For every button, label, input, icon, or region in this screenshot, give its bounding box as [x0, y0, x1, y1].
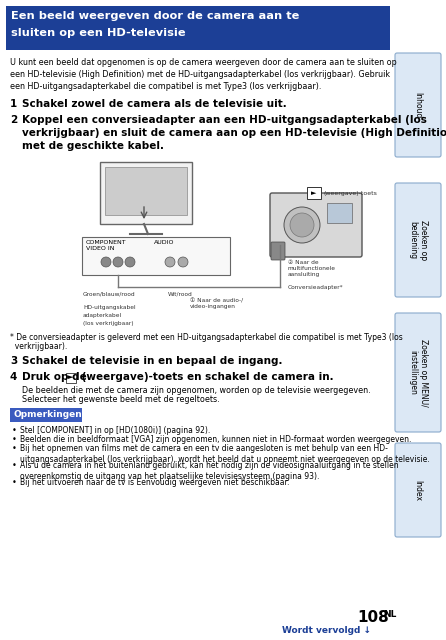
Text: verkrijgbaar).: verkrijgbaar).	[10, 342, 67, 351]
Text: •: •	[12, 478, 17, 487]
Text: 2: 2	[10, 115, 17, 125]
FancyBboxPatch shape	[100, 162, 192, 224]
FancyBboxPatch shape	[66, 372, 76, 383]
Text: sluiten op een HD-televisie: sluiten op een HD-televisie	[11, 28, 186, 38]
Text: verkrijgbaar) en sluit de camera aan op een HD-televisie (High Definition): verkrijgbaar) en sluit de camera aan op …	[22, 128, 446, 138]
Text: Conversieadapter*: Conversieadapter*	[288, 285, 343, 290]
Text: 4: 4	[10, 372, 17, 382]
Text: •: •	[12, 444, 17, 453]
Text: Schakel de televisie in en bepaal de ingang.: Schakel de televisie in en bepaal de ing…	[22, 356, 282, 366]
Text: 1: 1	[10, 99, 17, 109]
Text: HD-uitgangskabel: HD-uitgangskabel	[83, 305, 136, 310]
Text: De beelden die met de camera zijn opgenomen, worden op de televisie weergegeven.: De beelden die met de camera zijn opgeno…	[22, 386, 371, 395]
Text: met de geschikte kabel.: met de geschikte kabel.	[22, 141, 164, 151]
Text: ►: ►	[311, 190, 317, 196]
FancyBboxPatch shape	[10, 408, 82, 422]
Text: •: •	[12, 426, 17, 435]
Circle shape	[113, 257, 123, 267]
Text: •: •	[12, 461, 17, 470]
Circle shape	[101, 257, 111, 267]
Text: U kunt een beeld dat opgenomen is op de camera weergeven door de camera aan te s: U kunt een beeld dat opgenomen is op de …	[10, 58, 397, 91]
Text: Groen/blauw/rood: Groen/blauw/rood	[83, 292, 136, 297]
Text: Bij het opnemen van films met de camera en een tv die aangesloten is met behulp : Bij het opnemen van films met de camera …	[20, 444, 430, 465]
Text: •: •	[12, 435, 17, 444]
Text: ① Naar de audio-/
video-ingangen: ① Naar de audio-/ video-ingangen	[190, 298, 243, 309]
Circle shape	[178, 257, 188, 267]
Text: 3: 3	[10, 356, 17, 366]
Text: Wordt vervolgd ↓: Wordt vervolgd ↓	[282, 626, 371, 635]
FancyBboxPatch shape	[327, 203, 352, 223]
FancyBboxPatch shape	[395, 443, 441, 537]
FancyBboxPatch shape	[395, 183, 441, 297]
Text: Schakel zowel de camera als de televisie uit.: Schakel zowel de camera als de televisie…	[22, 99, 287, 109]
Text: Zoeken op
bediening: Zoeken op bediening	[408, 220, 428, 260]
Text: (weergave)-toets: (weergave)-toets	[324, 191, 378, 196]
Text: Druk op de: Druk op de	[22, 372, 91, 382]
FancyBboxPatch shape	[395, 313, 441, 432]
Text: ② Naar de
multifunctionele
aansluiting: ② Naar de multifunctionele aansluiting	[288, 260, 336, 277]
Text: (weergave)-toets en schakel de camera in.: (weergave)-toets en schakel de camera in…	[78, 372, 333, 382]
Text: Selecteer het gewenste beeld met de regeltoets.: Selecteer het gewenste beeld met de rege…	[22, 395, 219, 404]
Text: Opmerkingen: Opmerkingen	[13, 410, 82, 419]
Text: (los verkrijgbaar): (los verkrijgbaar)	[83, 321, 134, 326]
Text: Bij het uitvoeren naar de tv is Eenvoudig weergeven niet beschikbaar.: Bij het uitvoeren naar de tv is Eenvoudi…	[20, 478, 289, 487]
Text: * De conversieadapter is geleverd met een HD-uitgangsadapterkabel die compatibel: * De conversieadapter is geleverd met ee…	[10, 333, 403, 342]
Circle shape	[284, 207, 320, 243]
Text: Als u de camera in het buitenland gebruikt, kan het nodig zijn de videosignaalui: Als u de camera in het buitenland gebrui…	[20, 461, 399, 481]
Text: Zoeken op MENU/
instellingen: Zoeken op MENU/ instellingen	[408, 339, 428, 406]
Text: NL: NL	[383, 610, 396, 619]
FancyBboxPatch shape	[105, 167, 187, 215]
Text: AUDIO: AUDIO	[154, 240, 174, 245]
Text: Koppel een conversieadapter aan een HD-uitgangsadapterkabel (los: Koppel een conversieadapter aan een HD-u…	[22, 115, 427, 125]
Text: 108: 108	[357, 610, 389, 625]
Text: Een beeld weergeven door de camera aan te: Een beeld weergeven door de camera aan t…	[11, 11, 299, 21]
Text: Stel [COMPONENT] in op [HD(1080i)] (pagina 92).: Stel [COMPONENT] in op [HD(1080i)] (pagi…	[20, 426, 210, 435]
Text: Beelden die in beeldformaat [VGA] zijn opgenomen, kunnen niet in HD-formaat word: Beelden die in beeldformaat [VGA] zijn o…	[20, 435, 411, 444]
Text: Inhoud: Inhoud	[413, 92, 422, 118]
FancyBboxPatch shape	[6, 6, 390, 50]
Circle shape	[165, 257, 175, 267]
FancyBboxPatch shape	[271, 242, 285, 260]
Circle shape	[125, 257, 135, 267]
Text: Wit/rood: Wit/rood	[168, 292, 193, 297]
Circle shape	[290, 213, 314, 237]
FancyBboxPatch shape	[307, 187, 321, 199]
Text: COMPONENT
VIDEO IN: COMPONENT VIDEO IN	[86, 240, 127, 251]
Text: ►: ►	[68, 374, 74, 380]
FancyBboxPatch shape	[82, 237, 230, 275]
Text: adapterkabel: adapterkabel	[83, 313, 122, 318]
FancyBboxPatch shape	[270, 193, 362, 257]
Text: Index: Index	[413, 479, 422, 500]
FancyBboxPatch shape	[395, 53, 441, 157]
